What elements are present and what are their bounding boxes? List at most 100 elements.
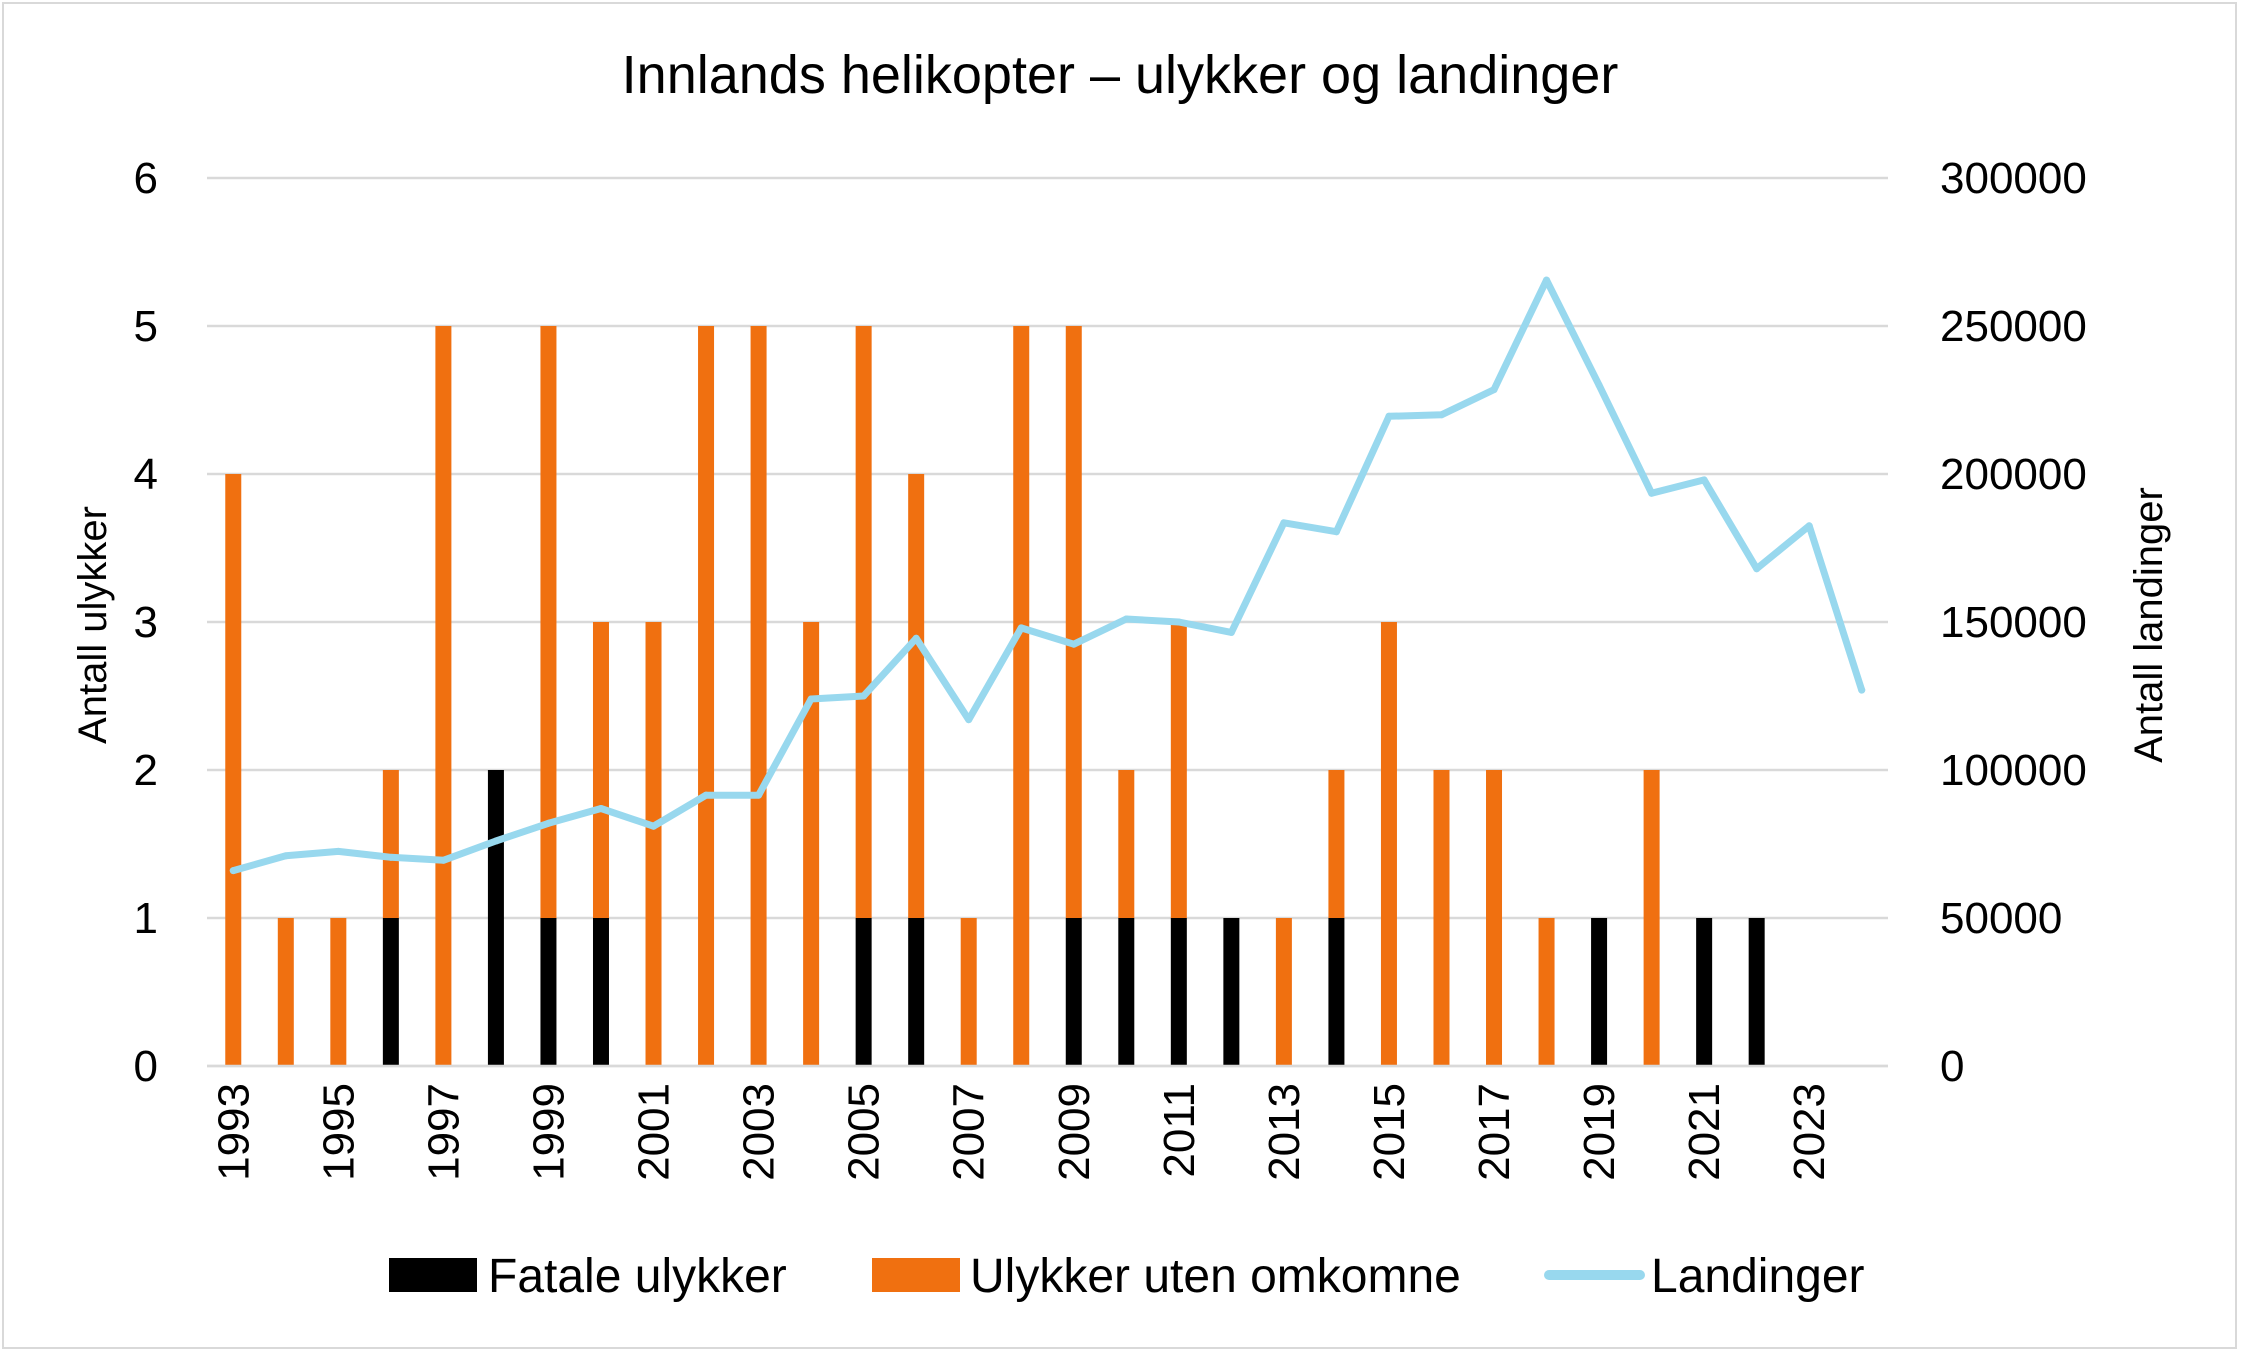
line-point (755, 791, 763, 799)
bar-ulykker (1275, 918, 1292, 1066)
bar-ulykker (1380, 622, 1397, 1066)
bar-ulykker (855, 326, 872, 918)
bar-fatale (908, 918, 925, 1066)
line-point (1858, 686, 1866, 694)
bar-ulykker (1433, 770, 1450, 1066)
bar-ulykker (1013, 326, 1030, 1066)
bar-fatale (487, 770, 504, 1066)
y-right-tick-label: 300000 (1940, 154, 2087, 203)
y-right-tick-label: 150000 (1940, 598, 2087, 647)
y-left-tick-label: 1 (134, 894, 158, 943)
y-left-tick-label: 4 (134, 450, 158, 499)
bar-fatale (1748, 918, 1765, 1066)
bar-ulykker (435, 326, 452, 1066)
bar-ulykker (645, 622, 662, 1066)
chart-title: Innlands helikopter – ulykker og landing… (622, 45, 1619, 105)
line-point (1700, 476, 1708, 484)
bar-fatale (1591, 918, 1608, 1066)
x-tick-label: 2009 (1050, 1083, 1099, 1181)
y-right-tick-label: 200000 (1940, 450, 2087, 499)
bar-ulykker (1328, 770, 1345, 918)
line-point (282, 852, 290, 860)
x-tick-label: 2015 (1365, 1083, 1414, 1181)
line-point (1543, 276, 1551, 284)
gridlines (207, 176, 1888, 1068)
bar-ulykker (698, 326, 715, 1066)
bar-ulykker (1065, 326, 1082, 918)
bar-ulykker (908, 474, 925, 918)
x-tick-label: 2001 (630, 1083, 679, 1181)
line-point (965, 716, 973, 724)
line-point (1490, 386, 1498, 394)
line-point (702, 791, 710, 799)
bar-ulykker (1643, 770, 1660, 1066)
x-tick-label: 2023 (1785, 1083, 1834, 1181)
line-point (1437, 411, 1445, 419)
line-point (1017, 624, 1025, 632)
line-point (1280, 519, 1288, 527)
y-left-tick-label: 6 (134, 154, 158, 203)
bar-fatale (855, 918, 872, 1066)
bar-ulykker (1170, 622, 1187, 918)
x-tick-label: 2007 (945, 1083, 994, 1181)
y-left-tick-label: 0 (134, 1042, 158, 1091)
bar-fatale (1223, 918, 1240, 1066)
line-point (492, 837, 500, 845)
y-right-tick-label: 100000 (1940, 746, 2087, 795)
bar-ulykker (750, 326, 767, 1066)
y-axis-left: 0 1 2 3 4 5 6 (134, 154, 158, 1091)
bar-fatale (540, 918, 557, 1066)
bar-ulykker (1118, 770, 1135, 918)
x-tick-label: 2011 (1155, 1083, 1204, 1178)
line-point (334, 847, 342, 855)
y-axis-left-title: Antall ulykker (71, 506, 115, 744)
bar-ulykker (225, 474, 242, 1066)
line-point (387, 853, 395, 861)
bar-ulykker (803, 622, 820, 1066)
bar-fatale (382, 918, 399, 1066)
bar-ulykker (330, 918, 347, 1066)
bar-fatale (1065, 918, 1082, 1066)
x-tick-label: 2017 (1470, 1083, 1519, 1181)
y-left-tick-label: 5 (134, 302, 158, 351)
y-right-tick-label: 0 (1940, 1042, 1964, 1091)
bar-fatale (1118, 918, 1135, 1066)
legend: Fatale ulykker Ulykker uten omkomne Land… (389, 1250, 1865, 1303)
line-point (650, 822, 658, 830)
bar-ulykker (540, 326, 557, 918)
x-tick-label: 1995 (314, 1083, 363, 1181)
line-point (1648, 489, 1656, 497)
line-point (1070, 640, 1078, 648)
legend-label-ulykker: Ulykker uten omkomne (970, 1250, 1461, 1303)
bar-ulykker (592, 622, 609, 918)
line-point (1332, 528, 1340, 536)
x-axis: 1993 1995 1997 1999 2001 2003 2005 2007 2009 2011… (207, 1064, 1888, 1181)
x-tick-label: 2003 (735, 1083, 784, 1181)
line-point (1175, 618, 1183, 626)
x-tick-label: 1999 (524, 1083, 573, 1181)
line-point (597, 804, 605, 812)
line-point (544, 819, 552, 827)
line-point (860, 692, 868, 700)
y-left-tick-label: 2 (134, 746, 158, 795)
line-point (1122, 615, 1130, 623)
line-point (1595, 381, 1603, 389)
x-tick-label: 2021 (1680, 1083, 1729, 1181)
y-axis-right: 0 50000 100000 150000 200000 250000 300000 (1940, 154, 2087, 1091)
bar-ulykker (1538, 918, 1555, 1066)
line-point (229, 867, 237, 875)
bar-ulykker (277, 918, 294, 1066)
x-tick-label: 2013 (1260, 1083, 1309, 1181)
x-tick-label: 1997 (419, 1083, 468, 1181)
x-tick-label: 2019 (1575, 1083, 1624, 1181)
bar-fatale (1170, 918, 1187, 1066)
line-point (439, 856, 447, 864)
bar-fatale (1696, 918, 1713, 1066)
line-point (1753, 565, 1761, 573)
line-point (912, 634, 920, 642)
line-series (229, 276, 1866, 875)
bar-ulykker (960, 918, 977, 1066)
bar-fatale (592, 918, 609, 1066)
